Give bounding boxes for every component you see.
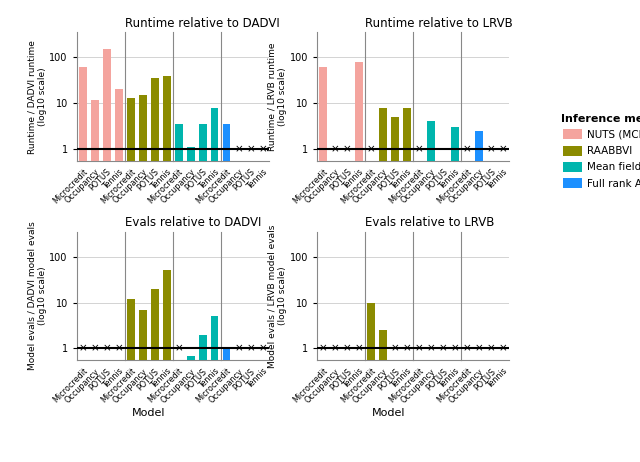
Text: ×: × [474, 343, 483, 353]
Bar [163, 76, 170, 462]
Bar [367, 303, 375, 462]
Text: ×: × [234, 343, 243, 353]
Text: ×: × [451, 343, 460, 353]
Text: ×: × [367, 144, 376, 154]
Text: ×: × [463, 144, 471, 154]
Text: ×: × [102, 343, 111, 353]
Text: ×: × [115, 343, 123, 353]
Text: ×: × [331, 343, 340, 353]
Bar [439, 170, 447, 462]
Text: ×: × [355, 343, 364, 353]
Text: ×: × [174, 343, 183, 353]
Legend: NUTS (MCMC), RAABBVI, Mean field ADVI, Full rank ADVI: NUTS (MCMC), RAABBVI, Mean field ADVI, F… [563, 129, 640, 189]
Text: ×: × [415, 343, 424, 353]
Bar [451, 127, 459, 462]
Bar [115, 89, 123, 462]
Bar [79, 67, 86, 462]
Bar [175, 124, 182, 462]
Bar [403, 108, 411, 462]
Y-axis label: Runtime / LRVB runtime
(log10 scale): Runtime / LRVB runtime (log10 scale) [268, 43, 287, 151]
Bar [103, 49, 111, 462]
Bar [427, 122, 435, 462]
Text: ×: × [463, 343, 471, 353]
Text: ×: × [343, 144, 351, 154]
Text: Evals relative to DADVI: Evals relative to DADVI [125, 216, 261, 229]
Text: ×: × [486, 343, 495, 353]
Text: ×: × [234, 144, 243, 154]
Text: ×: × [246, 343, 255, 353]
Bar [151, 78, 159, 462]
Bar [139, 95, 147, 462]
Bar [198, 334, 207, 462]
Bar [319, 67, 327, 462]
Bar [198, 124, 207, 462]
Text: ×: × [390, 343, 399, 353]
Bar [211, 316, 218, 462]
Text: ×: × [403, 343, 412, 353]
Bar [379, 108, 387, 462]
Text: ×: × [343, 343, 351, 353]
Bar [151, 289, 159, 462]
Bar [223, 124, 230, 462]
Bar [127, 299, 134, 462]
Text: ×: × [415, 144, 424, 154]
Text: Inference method: Inference method [561, 114, 640, 124]
Text: ×: × [258, 343, 267, 353]
Y-axis label: Runtime / DADVI runtime
(log10 scale): Runtime / DADVI runtime (log10 scale) [28, 40, 47, 153]
Text: ×: × [499, 144, 508, 154]
Text: ×: × [90, 343, 99, 353]
Bar [163, 270, 170, 462]
Bar [139, 310, 147, 462]
Bar [379, 330, 387, 462]
Text: Runtime relative to LRVB: Runtime relative to LRVB [365, 17, 513, 30]
Bar [91, 99, 99, 462]
X-axis label: Model: Model [372, 407, 406, 418]
X-axis label: Model: Model [132, 407, 166, 418]
Bar [187, 356, 195, 462]
Text: ×: × [486, 144, 495, 154]
Bar [211, 108, 218, 462]
Text: ×: × [258, 144, 267, 154]
Text: Evals relative to LRVB: Evals relative to LRVB [365, 216, 495, 229]
Bar [223, 346, 230, 462]
Text: ×: × [499, 343, 508, 353]
Text: Runtime relative to DADVI: Runtime relative to DADVI [125, 17, 280, 30]
Bar [187, 147, 195, 462]
Y-axis label: Model evals / LRVB model evals
(log10 scale): Model evals / LRVB model evals (log10 sc… [268, 225, 287, 368]
Y-axis label: Model evals / DADVI model evals
(log10 scale): Model evals / DADVI model evals (log10 s… [28, 222, 47, 371]
Text: ×: × [319, 343, 328, 353]
Bar [391, 117, 399, 462]
Text: ×: × [331, 144, 340, 154]
Text: ×: × [79, 343, 87, 353]
Text: ×: × [438, 343, 447, 353]
Bar [355, 62, 363, 462]
Text: ×: × [427, 343, 435, 353]
Text: ×: × [246, 144, 255, 154]
Bar [475, 131, 483, 462]
Bar [127, 98, 134, 462]
